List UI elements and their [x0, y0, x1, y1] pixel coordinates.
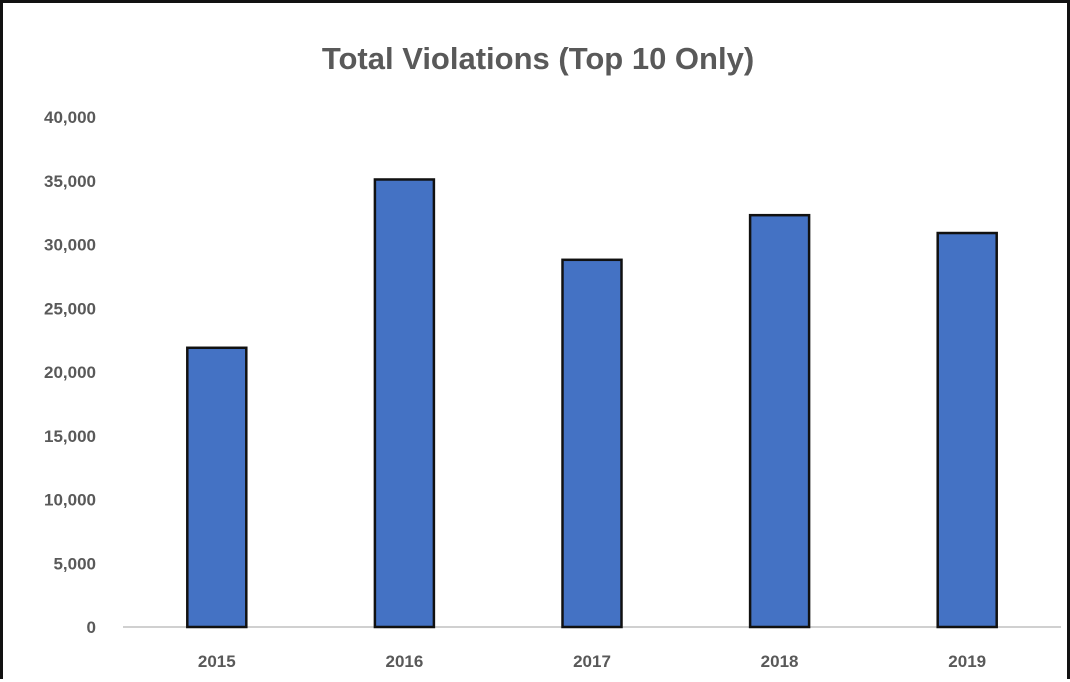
- x-tick-label: 2017: [573, 652, 611, 671]
- y-tick-label: 30,000: [44, 236, 96, 255]
- y-tick-label: 35,000: [44, 172, 96, 191]
- y-tick-label: 25,000: [44, 299, 96, 318]
- y-tick-label: 0: [87, 618, 96, 637]
- bar-2019: [936, 231, 998, 629]
- x-tick-label: 2016: [385, 652, 423, 671]
- bar-2018: [748, 213, 811, 629]
- bar-2017: [561, 258, 623, 629]
- bars: [186, 178, 998, 629]
- y-tick-label: 10,000: [44, 491, 96, 510]
- bar-chart: 0 5,000 10,000 15,000 20,000 25,000 30,000 35,0…: [44, 108, 1061, 671]
- y-tick-label: 40,000: [44, 108, 96, 127]
- y-tick-label: 15,000: [44, 427, 96, 446]
- x-tick-label: 2019: [948, 652, 986, 671]
- x-tick-label: 2018: [761, 652, 799, 671]
- chart-title: Total Violations (Top 10 Only): [321, 41, 755, 76]
- y-tick-label: 5,000: [53, 554, 96, 573]
- y-axis-tick-labels: 0 5,000 10,000 15,000 20,000 25,000 30,000 35,0…: [44, 108, 96, 637]
- bar-2016: [373, 178, 436, 629]
- bar-2015: [186, 346, 248, 629]
- x-axis-tick-labels: 2015 2016 2017 2018 2019: [198, 652, 986, 671]
- x-tick-label: 2015: [198, 652, 236, 671]
- y-tick-label: 20,000: [44, 363, 96, 382]
